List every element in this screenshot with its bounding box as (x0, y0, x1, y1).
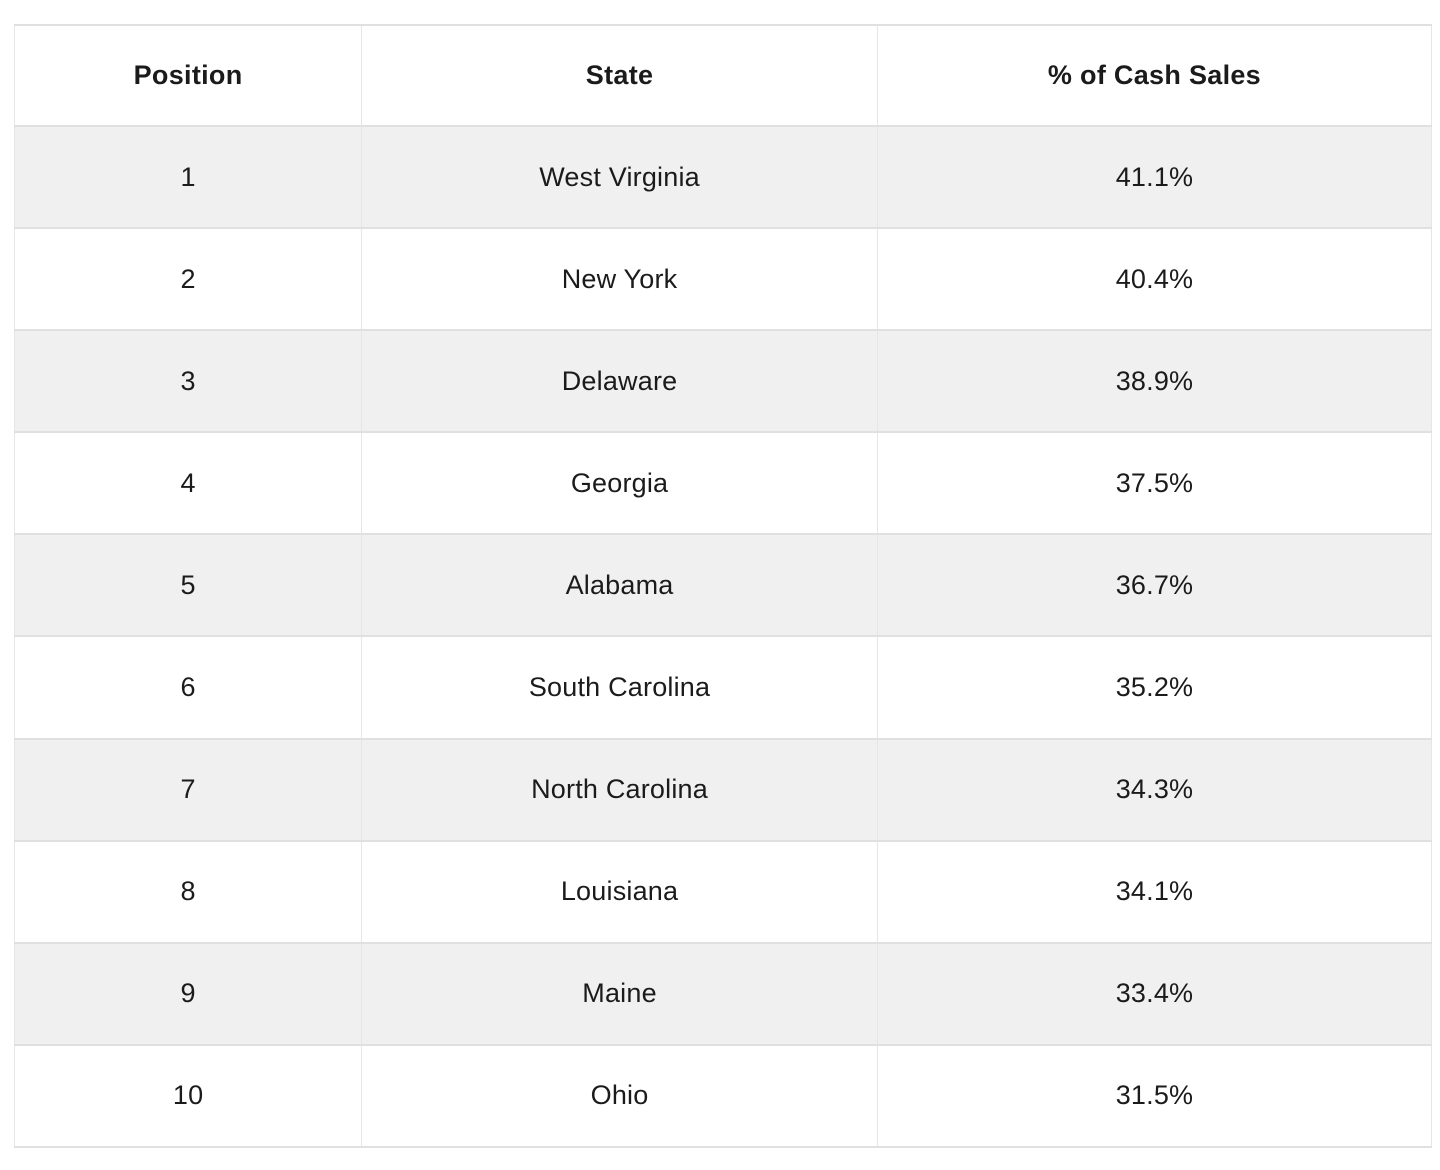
cash-sales-cell: 36.7% (876, 533, 1433, 638)
cash-sales-cell: 35.2% (876, 635, 1433, 740)
position-cell: 7 (13, 737, 363, 842)
table-row: 9 Maine 33.4% (13, 941, 1433, 1046)
state-cell: West Virginia (361, 124, 878, 230)
state-cell: Ohio (361, 1043, 878, 1149)
position-cell: 1 (13, 124, 363, 230)
header-row: Position State % of Cash Sales (13, 24, 1433, 127)
table-body: 1 West Virginia 41.1% 2 New York 40.4% 3 Delawa… (13, 124, 1433, 1149)
position-cell: 8 (13, 839, 363, 944)
table-row: 1 West Virginia 41.1% (13, 124, 1433, 230)
state-cell: Georgia (361, 431, 878, 536)
state-cell: Maine (361, 941, 878, 1046)
cash-sales-by-state-table: Position State % of Cash Sales 1 West Vir… (13, 24, 1433, 1149)
table-row: 10 Ohio 31.5% (13, 1043, 1433, 1149)
table-row: 4 Georgia 37.5% (13, 431, 1433, 536)
cash-sales-cell: 38.9% (876, 329, 1433, 434)
column-header-position: Position (13, 24, 363, 127)
state-cell: Alabama (361, 533, 878, 638)
cash-sales-cell: 34.1% (876, 839, 1433, 944)
table-row: 2 New York 40.4% (13, 227, 1433, 332)
table-row: 5 Alabama 36.7% (13, 533, 1433, 638)
table-row: 8 Louisiana 34.1% (13, 839, 1433, 944)
column-header-state: State (361, 24, 878, 127)
cash-sales-cell: 34.3% (876, 737, 1433, 842)
state-cell: New York (361, 227, 878, 332)
cash-sales-cell: 40.4% (876, 227, 1433, 332)
position-cell: 4 (13, 431, 363, 536)
position-cell: 5 (13, 533, 363, 638)
position-cell: 6 (13, 635, 363, 740)
position-cell: 2 (13, 227, 363, 332)
cash-sales-cell: 37.5% (876, 431, 1433, 536)
state-cell: Louisiana (361, 839, 878, 944)
position-cell: 3 (13, 329, 363, 434)
table-row: 6 South Carolina 35.2% (13, 635, 1433, 740)
position-cell: 10 (13, 1043, 363, 1149)
table-row: 3 Delaware 38.9% (13, 329, 1433, 434)
state-cell: South Carolina (361, 635, 878, 740)
table-row: 7 North Carolina 34.3% (13, 737, 1433, 842)
table-header: Position State % of Cash Sales (13, 24, 1433, 127)
cash-sales-cell: 33.4% (876, 941, 1433, 1046)
column-header-cash-sales: % of Cash Sales (876, 24, 1433, 127)
position-cell: 9 (13, 941, 363, 1046)
state-cell: Delaware (361, 329, 878, 434)
cash-sales-cell: 41.1% (876, 124, 1433, 230)
state-cell: North Carolina (361, 737, 878, 842)
cash-sales-cell: 31.5% (876, 1043, 1433, 1149)
